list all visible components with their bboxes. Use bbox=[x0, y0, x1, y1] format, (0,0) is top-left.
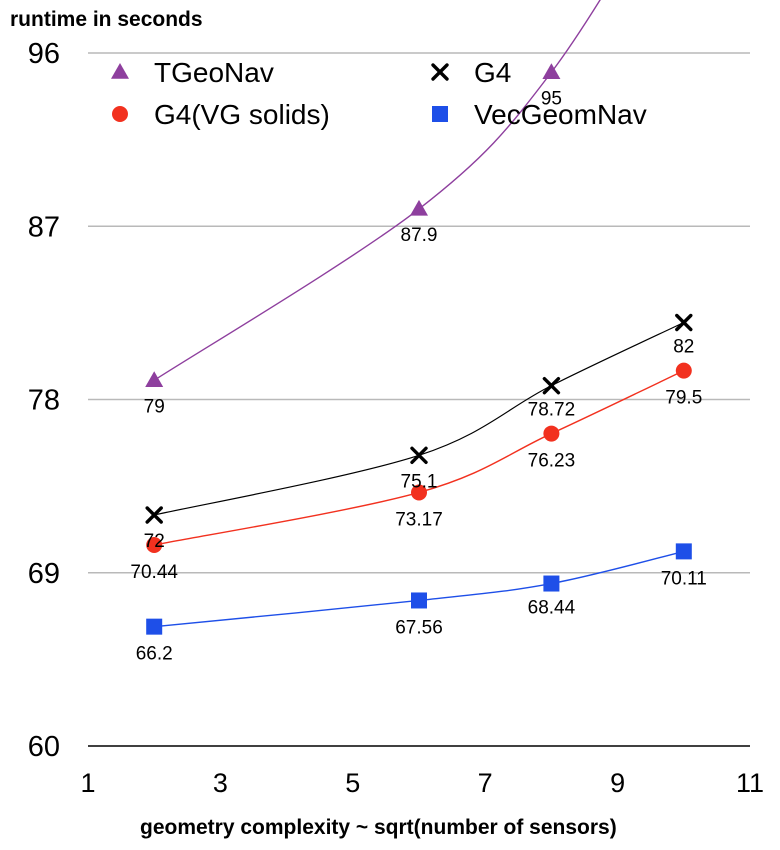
data-label: 78.72 bbox=[528, 400, 576, 421]
data-label: 79.5 bbox=[665, 388, 702, 409]
y-tick-label: 87 bbox=[28, 211, 60, 243]
series-line-G4(VG solids) bbox=[154, 369, 685, 546]
legend: TGeoNav G4 G4(VG solids) VecGeomNav bbox=[111, 57, 647, 130]
data-label: 75.1 bbox=[401, 471, 438, 492]
data-label: 87.9 bbox=[401, 225, 438, 246]
x-tick-label: 5 bbox=[345, 768, 360, 798]
data-labels: 79 87.9 95 72 75.1 78.72 82 70.44 73.17 76.23 79.5… bbox=[130, 88, 706, 664]
x-axis-label: geometry complexity ~ sqrt(number of sen… bbox=[140, 816, 617, 839]
series-markers bbox=[145, 63, 693, 635]
data-label: 95 bbox=[541, 88, 562, 109]
y-tick-labels: 60 69 78 87 96 bbox=[28, 38, 60, 763]
G4-marker bbox=[145, 506, 163, 524]
TGeoNav-marker bbox=[410, 199, 428, 216]
legend-label: TGeoNav bbox=[154, 57, 274, 88]
data-label: 82 bbox=[673, 337, 694, 358]
G4-marker bbox=[542, 376, 561, 395]
data-label: 70.44 bbox=[130, 562, 178, 583]
y-tick-label: 60 bbox=[28, 731, 60, 763]
x-tick-label: 11 bbox=[736, 768, 764, 798]
x-tick-label: 3 bbox=[213, 768, 228, 798]
x-tick-label: 7 bbox=[478, 768, 493, 798]
G4(VG solids)-marker bbox=[543, 425, 560, 442]
y-tick-label: 69 bbox=[28, 558, 60, 590]
x-tick-label: 1 bbox=[80, 768, 95, 798]
legend-marker-VecGeomNav bbox=[432, 106, 448, 122]
x-tick-label: 9 bbox=[610, 768, 625, 798]
series-lines bbox=[153, 0, 685, 628]
G4-marker bbox=[410, 446, 428, 465]
data-label: 73.17 bbox=[395, 509, 443, 530]
G4(VG solids)-marker bbox=[411, 484, 427, 501]
series-line-G4 bbox=[154, 321, 685, 516]
G4(VG solids)-marker bbox=[146, 537, 163, 554]
legend-label: G4 bbox=[474, 57, 511, 88]
y-axis-label: runtime in seconds bbox=[10, 8, 203, 31]
legend-label: VecGeomNav bbox=[474, 99, 647, 130]
data-label: 76.23 bbox=[528, 451, 576, 472]
x-tick-labels: 1 3 5 7 9 11 bbox=[80, 768, 764, 798]
G4(VG solids)-marker bbox=[675, 362, 692, 379]
legend-label: G4(VG solids) bbox=[154, 99, 330, 130]
VecGeomNav-marker bbox=[675, 543, 692, 560]
TGeoNav-marker bbox=[542, 63, 561, 79]
VecGeomNav-marker bbox=[543, 575, 560, 592]
y-tick-label: 78 bbox=[28, 385, 60, 417]
y-tick-label: 96 bbox=[28, 38, 60, 70]
legend-marker-G4 bbox=[431, 63, 449, 81]
G4-marker bbox=[675, 313, 693, 332]
series-line-TGeoNav bbox=[153, 0, 601, 381]
series-line-VecGeomNav bbox=[154, 550, 684, 628]
data-label: 72 bbox=[144, 531, 165, 552]
data-label: 66.2 bbox=[136, 644, 173, 665]
data-label: 70.11 bbox=[661, 568, 707, 589]
legend-marker-TGeoNav bbox=[111, 63, 129, 79]
legend-marker-G4(VG solids) bbox=[112, 106, 128, 122]
VecGeomNav-marker bbox=[411, 592, 427, 609]
data-label: 68.44 bbox=[528, 598, 576, 619]
grid-lines bbox=[88, 52, 750, 574]
VecGeomNav-marker bbox=[146, 618, 163, 635]
TGeoNav-marker bbox=[145, 371, 164, 387]
data-label: 79 bbox=[144, 396, 165, 417]
data-label: 67.56 bbox=[395, 617, 443, 638]
